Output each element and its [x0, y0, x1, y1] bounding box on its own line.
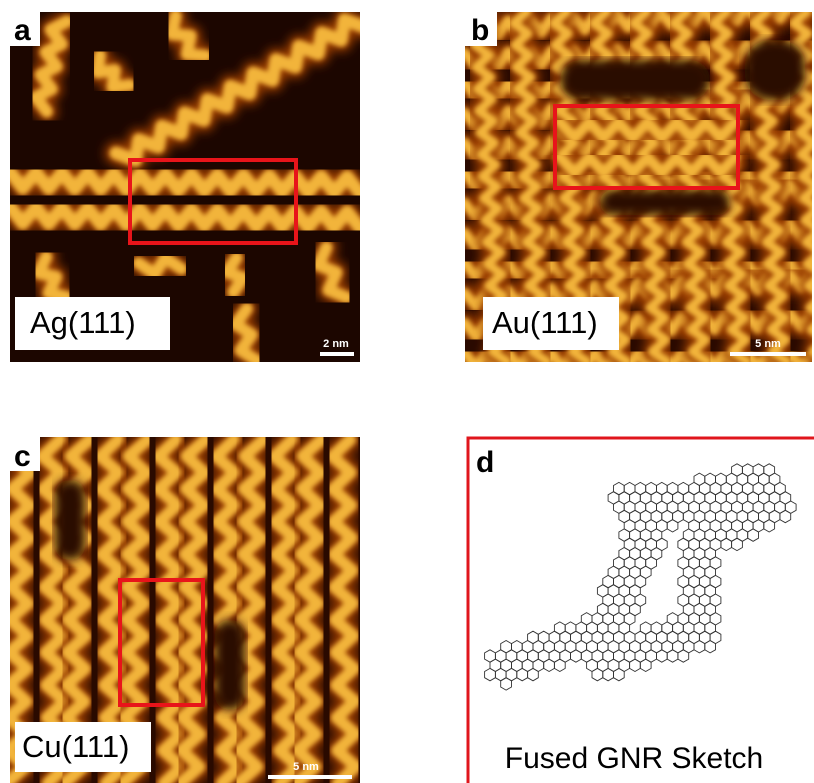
panel-label: c	[14, 440, 31, 473]
substrate-label: Ag(111)	[30, 305, 136, 340]
scale-bar-label: 2 nm	[323, 338, 349, 350]
dark-void	[560, 60, 710, 100]
sketch-caption: Fused GNR Sketch	[505, 742, 763, 775]
substrate-label: Au(111)	[492, 305, 598, 340]
scale-bar	[730, 352, 806, 356]
dark-void	[745, 40, 805, 100]
panel-label: b	[471, 14, 489, 47]
panel-label: d	[476, 446, 494, 479]
panel-label: a	[14, 14, 31, 47]
figure: a b c Ag(111) Au(111) Cu(111) 2 nm 5 nm …	[0, 0, 814, 783]
dark-void	[55, 480, 85, 560]
scale-bar-label: 5 nm	[293, 761, 319, 773]
substrate-label: Cu(111)	[22, 729, 129, 764]
scale-bar-label: 5 nm	[755, 338, 781, 350]
chain	[139, 258, 182, 274]
dark-void	[215, 620, 245, 710]
sketch-panel	[468, 438, 814, 783]
scale-bar	[320, 352, 354, 356]
scale-bar	[268, 775, 352, 779]
dark-void	[600, 190, 730, 215]
